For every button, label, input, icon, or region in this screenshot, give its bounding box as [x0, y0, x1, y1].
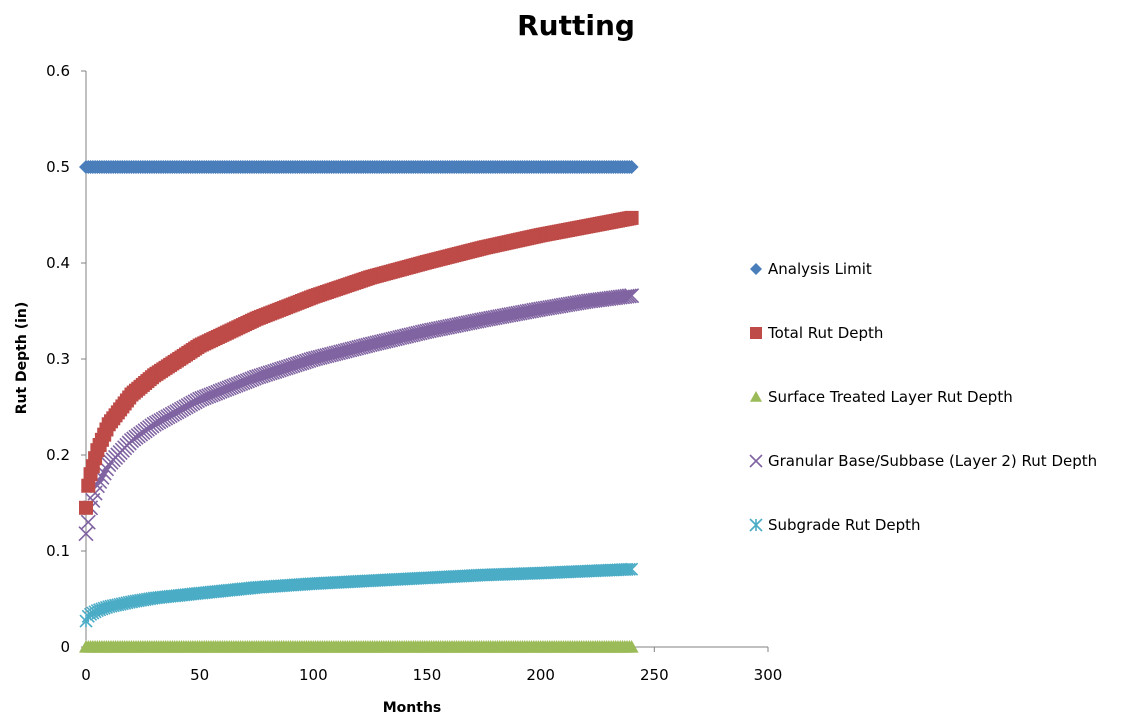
- y-tick-label: 0.6: [46, 62, 70, 80]
- y-axis-label: Rut Depth (in): [14, 302, 30, 415]
- data-point: [624, 210, 639, 225]
- legend-item: Subgrade Rut Depth: [749, 516, 921, 534]
- x-axis-label: Months: [383, 700, 442, 716]
- data-point: [749, 454, 763, 468]
- x-tick-label: 200: [526, 666, 555, 684]
- legend-item: Granular Base/Subbase (Layer 2) Rut Dept…: [749, 452, 1097, 470]
- legend-item: Total Rut Depth: [750, 324, 883, 342]
- chart-title: Rutting: [517, 9, 635, 42]
- legend-label: Analysis Limit: [768, 260, 872, 278]
- data-point: [750, 391, 762, 402]
- x-tick-label: 0: [81, 666, 91, 684]
- data-point: [750, 327, 762, 339]
- data-point: [80, 514, 96, 530]
- data-point: [617, 288, 633, 305]
- legend: Analysis Limit Total Rut Depth Surface Tre…: [749, 260, 1097, 534]
- y-tick-label: 0.1: [46, 542, 70, 560]
- legend-label: Surface Treated Layer Rut Depth: [768, 388, 1013, 406]
- series-surface-treated-layer-rut-depth: [79, 640, 639, 653]
- series-subgrade-rut-depth: [79, 562, 639, 628]
- data-point: [625, 562, 639, 576]
- data-point: [621, 288, 637, 304]
- data-point: [749, 518, 763, 532]
- x-tick-label: 100: [299, 666, 328, 684]
- legend-label: Granular Base/Subbase (Layer 2) Rut Dept…: [768, 452, 1097, 470]
- x-tick-label: 50: [190, 666, 209, 684]
- x-ticks: 0 50 100 150 200 250 300: [81, 647, 782, 684]
- data-point: [750, 263, 762, 275]
- legend-item: Analysis Limit: [750, 260, 872, 278]
- y-ticks: 0 0.1 0.2 0.3 0.4 0.5 0.6: [46, 62, 86, 656]
- y-tick-label: 0.2: [46, 446, 70, 464]
- y-tick-label: 0.4: [46, 254, 70, 272]
- series-total-rut-depth: [79, 210, 639, 515]
- x-tick-label: 300: [754, 666, 783, 684]
- legend-item: Surface Treated Layer Rut Depth: [750, 388, 1013, 406]
- legend-label: Subgrade Rut Depth: [768, 516, 921, 534]
- y-tick-label: 0: [60, 638, 70, 656]
- series-granular-base-subbase-layer-2-rut-depth: [78, 288, 640, 542]
- data-point: [624, 640, 639, 653]
- data-point: [622, 562, 636, 576]
- y-tick-label: 0.5: [46, 158, 70, 176]
- data-point: [79, 500, 93, 515]
- plot-area: 0 0.1 0.2 0.3 0.4 0.5 0.6 0 50 100 150 200 250 300: [46, 62, 782, 684]
- data-point: [619, 288, 635, 304]
- series-layer: [78, 160, 640, 653]
- series-analysis-limit: [79, 160, 639, 174]
- data-point: [624, 160, 639, 174]
- x-tick-label: 250: [640, 666, 669, 684]
- data-point: [624, 288, 640, 304]
- y-tick-label: 0.3: [46, 350, 70, 368]
- x-tick-label: 150: [413, 666, 442, 684]
- data-point: [81, 478, 96, 493]
- legend-label: Total Rut Depth: [767, 324, 883, 342]
